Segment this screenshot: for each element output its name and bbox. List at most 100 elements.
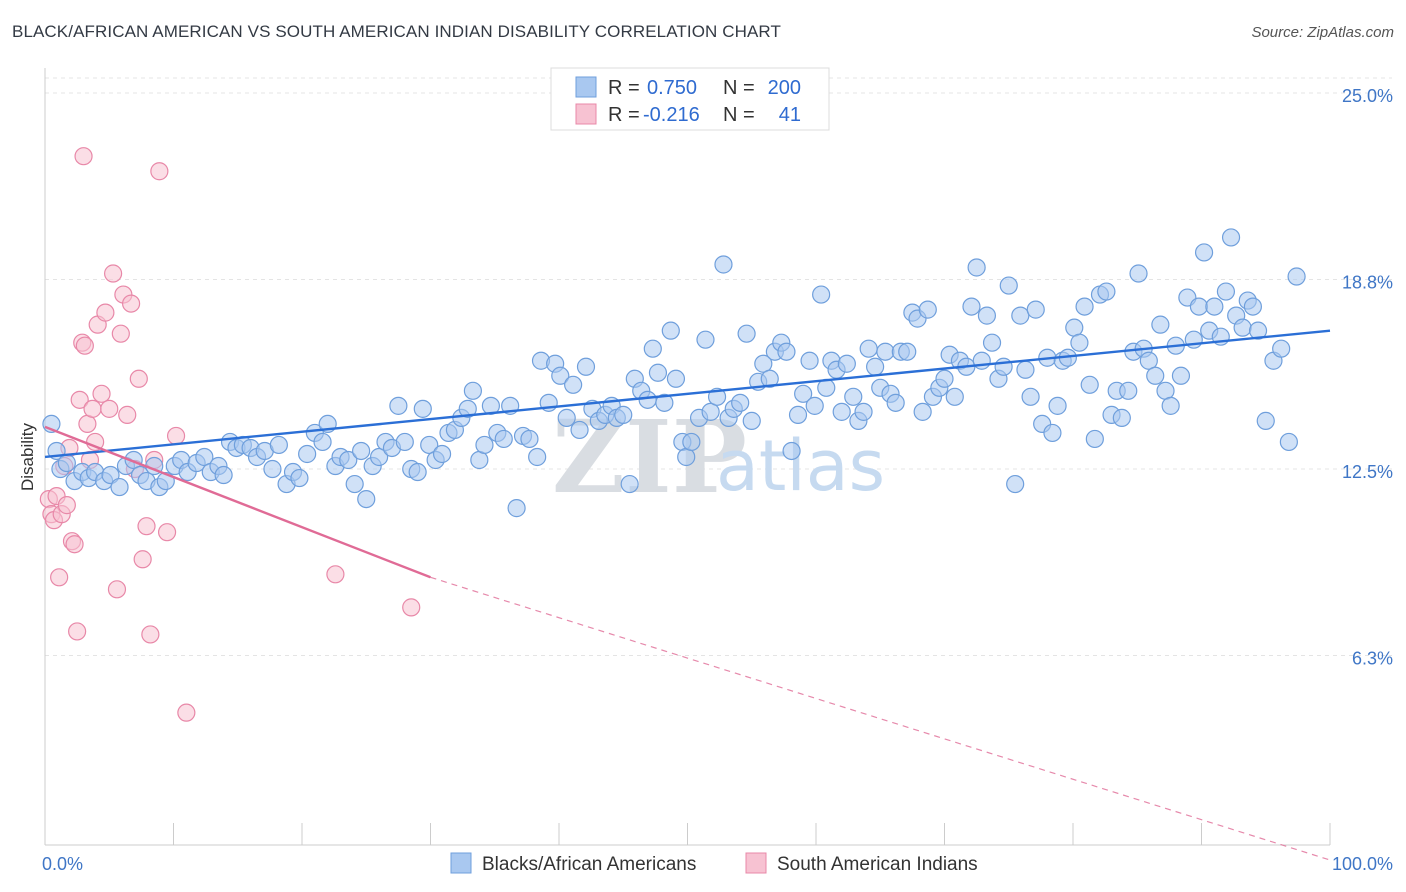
pink-point-21 <box>96 303 115 322</box>
pink-point-24 <box>107 580 127 599</box>
pink-point-30 <box>129 369 148 388</box>
blue-point-43 <box>339 450 358 470</box>
blue-point-149 <box>962 297 981 316</box>
blue-point-194 <box>1205 297 1224 316</box>
blue-point-130 <box>859 339 878 358</box>
blue-point-171 <box>1080 375 1099 394</box>
blue-point-133 <box>876 342 895 361</box>
blue-point-32 <box>263 459 282 479</box>
legend-n-value-blue: 200 <box>768 77 801 99</box>
blue-point-108 <box>737 324 756 343</box>
blue-point-91 <box>638 390 657 409</box>
blue-point-77 <box>551 366 570 385</box>
blue-point-192 <box>1194 243 1214 262</box>
pink-point-31 <box>133 550 152 569</box>
blue-point-98 <box>677 447 696 467</box>
blue-point-180 <box>1129 264 1148 283</box>
blue-point-62 <box>458 399 477 418</box>
blue-point-9 <box>101 465 120 485</box>
blue-point-78 <box>557 408 576 427</box>
pink-point-41 <box>74 147 93 166</box>
blue-point-205 <box>1272 339 1291 358</box>
y-tick-label-0: 6.3% <box>1352 649 1393 669</box>
blue-point-135 <box>886 393 905 412</box>
blue-point-65 <box>475 435 494 455</box>
blue-point-168 <box>1065 318 1084 337</box>
pink-point-35 <box>150 162 169 181</box>
pink-point-38 <box>177 703 196 722</box>
blue-point-137 <box>898 342 917 361</box>
legend-r-value-blue: 0.750 <box>647 77 697 99</box>
blue-point-46 <box>357 489 376 509</box>
pink-point-27 <box>118 405 137 424</box>
pink-point-11 <box>68 622 87 641</box>
pink-point-39 <box>326 565 345 584</box>
blue-point-3 <box>57 453 76 473</box>
pink-point-15 <box>78 414 97 434</box>
blue-point-155 <box>994 357 1013 376</box>
blue-point-159 <box>1016 360 1035 379</box>
blue-point-140 <box>913 402 932 421</box>
blue-point-191 <box>1189 297 1209 316</box>
blue-point-156 <box>999 276 1018 295</box>
y-tick-label-1: 12.5% <box>1342 462 1393 482</box>
legend-swatch-pink <box>575 103 597 125</box>
x-tick-label-0: 0.0% <box>42 854 83 874</box>
blue-point-164 <box>1043 423 1062 443</box>
legend-top: R = 0.750 N = 200 R = -0.216 N = 41 <box>550 67 830 131</box>
blue-point-126 <box>837 354 856 373</box>
blue-point-52 <box>395 432 414 452</box>
legend-n-value-pink: 41 <box>779 104 801 126</box>
pink-point-32 <box>137 517 156 536</box>
blue-point-10 <box>110 477 129 497</box>
blue-point-37 <box>298 444 317 464</box>
pink-point-40 <box>402 598 421 617</box>
blue-point-92 <box>643 339 662 358</box>
watermark-atlas: atlas <box>716 425 885 507</box>
blue-point-188 <box>1171 366 1191 385</box>
blue-point-99 <box>682 432 701 452</box>
blue-point-119 <box>800 351 819 370</box>
y-tick-labels: 6.3% 12.5% 18.8% 25.0% <box>1342 86 1393 668</box>
blue-point-207 <box>1287 267 1306 286</box>
pink-point-36 <box>157 523 177 542</box>
blue-point-172 <box>1085 429 1104 449</box>
series-south-american-indians <box>39 147 421 722</box>
blue-point-94 <box>655 393 674 412</box>
blue-point-80 <box>570 420 589 440</box>
blue-point-120 <box>805 396 824 415</box>
blue-point-45 <box>352 441 371 461</box>
blue-point-201 <box>1243 297 1263 316</box>
bottom-legend-swatch-blue <box>450 852 472 874</box>
pink-point-33 <box>141 625 160 644</box>
blue-point-127 <box>844 387 863 406</box>
blue-point-160 <box>1021 387 1040 406</box>
legend-r-label-pink: R = <box>608 104 640 126</box>
blue-point-184 <box>1151 315 1170 334</box>
blue-point-102 <box>701 402 720 421</box>
blue-point-73 <box>528 447 547 467</box>
bottom-legend-swatch-pink <box>745 852 767 874</box>
blue-point-121 <box>812 285 831 304</box>
blue-point-111 <box>754 354 773 373</box>
pink-point-37 <box>166 426 186 446</box>
pink-point-12 <box>70 390 89 409</box>
blue-point-146 <box>945 387 964 406</box>
blue-point-95 <box>661 321 680 340</box>
blue-point-79 <box>564 375 583 394</box>
series-blacks-african-americans <box>42 228 1306 518</box>
blue-point-116 <box>782 441 801 461</box>
blue-point-203 <box>1256 411 1275 430</box>
blue-point-101 <box>696 330 715 349</box>
bottom-legend-label-pink: South American Indians <box>777 854 978 875</box>
blue-point-118 <box>794 384 813 403</box>
blue-point-87 <box>614 405 633 424</box>
blue-point-81 <box>576 357 596 376</box>
blue-point-25 <box>214 465 233 485</box>
pink-point-25 <box>111 324 130 343</box>
pink-point-14 <box>75 336 94 355</box>
blue-point-152 <box>977 306 997 325</box>
blue-point-157 <box>1006 474 1025 494</box>
blue-point-54 <box>408 462 427 482</box>
blue-point-64 <box>470 450 489 470</box>
